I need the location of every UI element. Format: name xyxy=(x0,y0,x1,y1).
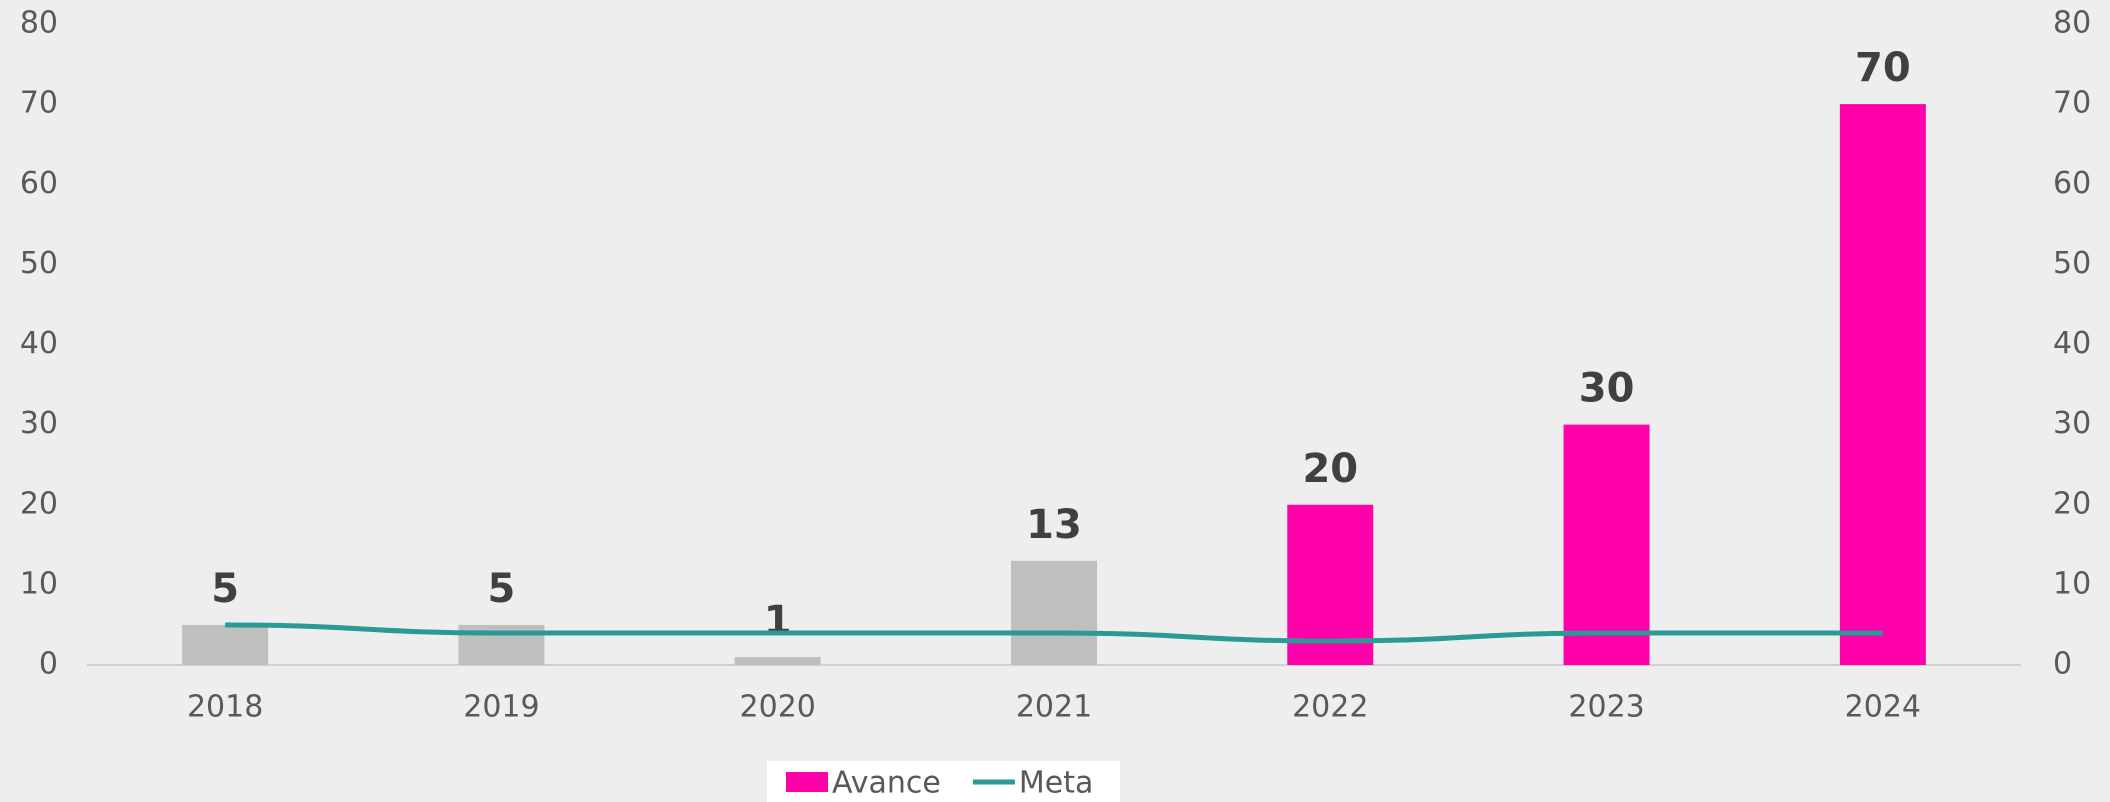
y-tick-label: 50 xyxy=(20,246,58,281)
line xyxy=(225,622,1883,644)
y-tick-label: 0 xyxy=(39,647,58,682)
x-tick-label: 2022 xyxy=(1292,690,1368,725)
y2-tick-label: 10 xyxy=(2053,566,2091,601)
x-tick-label: 2020 xyxy=(740,690,816,725)
y-tick-label: 80 xyxy=(20,6,58,41)
y2-tick-label: 50 xyxy=(2053,246,2091,281)
y2-tick-label: 60 xyxy=(2053,166,2091,201)
y2-tick-label: 70 xyxy=(2053,86,2091,121)
data-label: 5 xyxy=(211,566,239,612)
y-tick-label: 30 xyxy=(20,406,58,441)
y-tick-label: 70 xyxy=(20,86,58,121)
y-tick-label: 40 xyxy=(20,326,58,361)
data-label: 20 xyxy=(1302,446,1358,492)
data-label: 5 xyxy=(488,566,516,612)
bar xyxy=(734,656,821,665)
data-label: 1 xyxy=(764,598,792,644)
y2-tick-label: 30 xyxy=(2053,406,2091,441)
bar xyxy=(1839,104,1926,665)
y-tick-label: 20 xyxy=(20,486,58,521)
x-tick-label: 2021 xyxy=(1016,690,1092,725)
legend-label: Avance xyxy=(832,766,941,801)
x-tick-label: 2024 xyxy=(1845,690,1921,725)
data-label: 30 xyxy=(1579,366,1635,412)
x-tick-label: 2018 xyxy=(187,690,263,725)
legend-swatch xyxy=(786,772,828,792)
data-label: 13 xyxy=(1026,502,1082,548)
y2-tick-label: 20 xyxy=(2053,486,2091,521)
y2-tick-label: 80 xyxy=(2053,6,2091,41)
bar xyxy=(182,624,269,665)
legend-label: Meta xyxy=(1019,766,1094,801)
y-tick-label: 10 xyxy=(20,566,58,601)
y2-tick-label: 0 xyxy=(2053,647,2072,682)
bar xyxy=(1011,560,1097,665)
data-label: 70 xyxy=(1855,45,1911,91)
y2-tick-label: 40 xyxy=(2053,326,2091,361)
y-tick-label: 60 xyxy=(20,166,58,201)
bar xyxy=(1563,424,1650,665)
x-tick-label: 2023 xyxy=(1568,690,1644,725)
x-tick-label: 2019 xyxy=(463,690,539,725)
